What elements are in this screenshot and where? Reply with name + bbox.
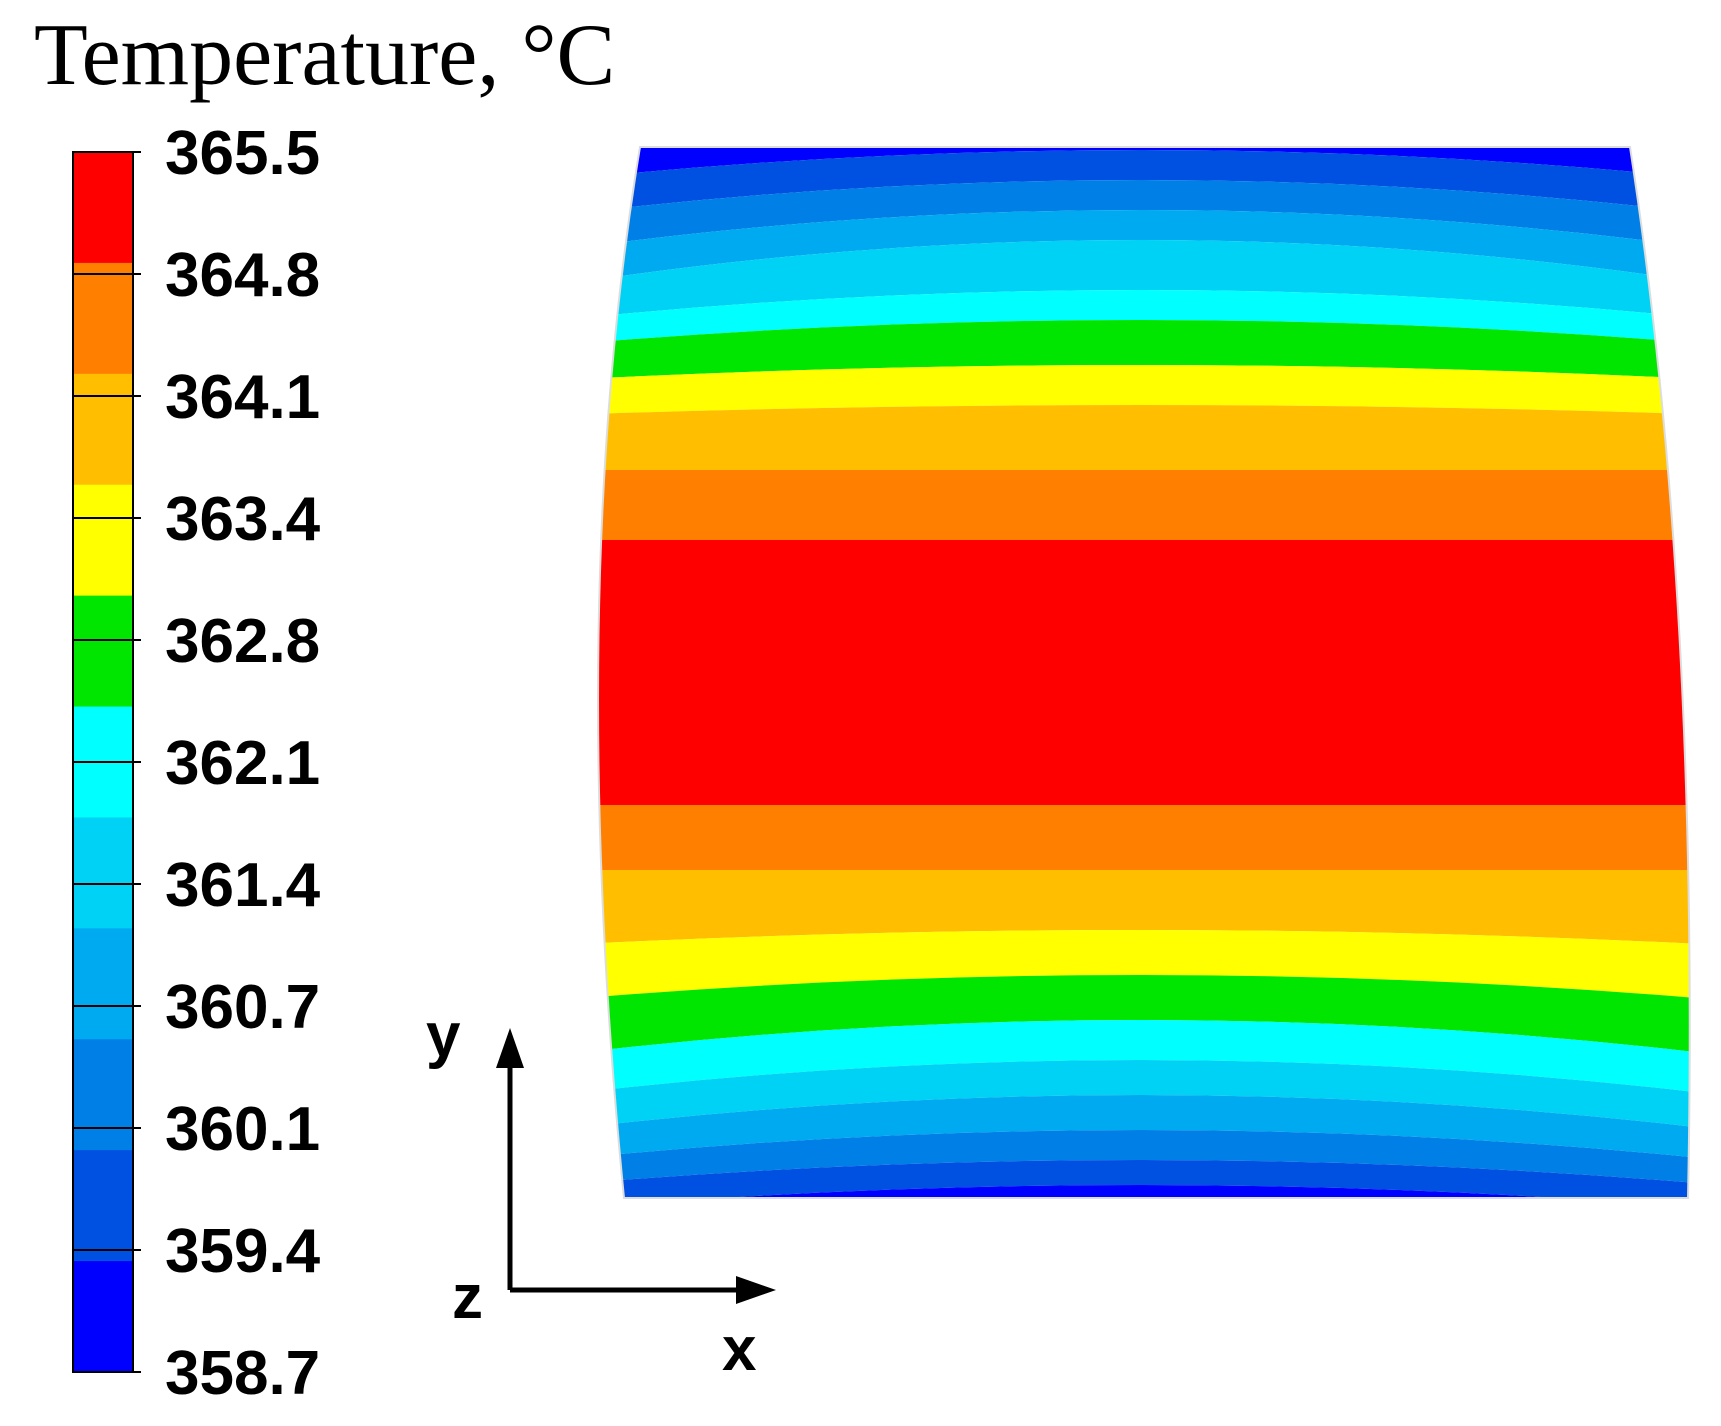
colorbar-segment: [73, 152, 133, 264]
colorbar-tick-label: 359.4: [165, 1217, 321, 1286]
contour-band: [598, 365, 1690, 415]
contour-band: [598, 1160, 1690, 1198]
x-axis-arrowhead: [736, 1276, 776, 1304]
colorbar-segment: [73, 928, 133, 1040]
colorbar-segment: [73, 1150, 133, 1262]
chart-title: Temperature, °C: [34, 7, 615, 104]
colorbar-segment: [73, 484, 133, 597]
axis-triad: y z x: [426, 1001, 776, 1384]
colorbar: 365.5 364.8 364.1 363.4 362.8 362.1 361.4 360.7…: [72, 119, 321, 1408]
colorbar-tick-label: 358.7: [165, 1339, 320, 1408]
contour-band: [598, 1130, 1690, 1185]
colorbar-segment: [73, 817, 133, 929]
colorbar-segment: [73, 262, 133, 375]
contour-band: [598, 1095, 1690, 1160]
colorbar-tick-label: 361.4: [165, 851, 321, 920]
y-axis-arrowhead: [496, 1028, 524, 1068]
contour-band: [598, 210, 1690, 285]
contour-band: [598, 975, 1690, 1055]
contour-field: [598, 147, 1690, 1198]
colorbar-tick-label: 364.8: [165, 241, 320, 310]
contour-band: [598, 290, 1690, 345]
colorbar-segment: [73, 373, 133, 486]
colorbar-tick-label: 360.1: [165, 1095, 320, 1164]
contour-band: [598, 320, 1690, 380]
contour-band: [598, 804, 1690, 871]
contour-band: [598, 869, 1690, 945]
contour-band: [598, 539, 1690, 806]
contour-band: [598, 469, 1690, 541]
contour-band: [598, 1060, 1690, 1130]
colorbar-segment: [73, 1261, 133, 1373]
contour-field-outline: [597, 146, 1691, 1199]
contour-band: [598, 930, 1690, 1000]
colorbar-segment: [73, 595, 133, 708]
x-axis-label: x: [722, 1315, 757, 1384]
contour-band: [598, 240, 1690, 320]
z-axis-label: z: [452, 1263, 483, 1332]
contour-band: [598, 1185, 1690, 1198]
colorbar-tick-label: 363.4: [165, 485, 321, 554]
colorbar-tick-label: 364.1: [165, 363, 320, 432]
colorbar-tick-label: 362.8: [165, 607, 320, 676]
contour-band: [598, 180, 1690, 250]
colorbar-tick-label: 365.5: [165, 119, 320, 188]
y-axis-label: y: [426, 1001, 461, 1070]
contour-band: [598, 405, 1690, 471]
contour-band: [598, 150, 1690, 215]
colorbar-tick-label: 362.1: [165, 729, 320, 798]
colorbar-segment: [73, 1039, 133, 1151]
colorbar-tick-label: 360.7: [165, 973, 320, 1042]
contour-band: [598, 1020, 1690, 1095]
